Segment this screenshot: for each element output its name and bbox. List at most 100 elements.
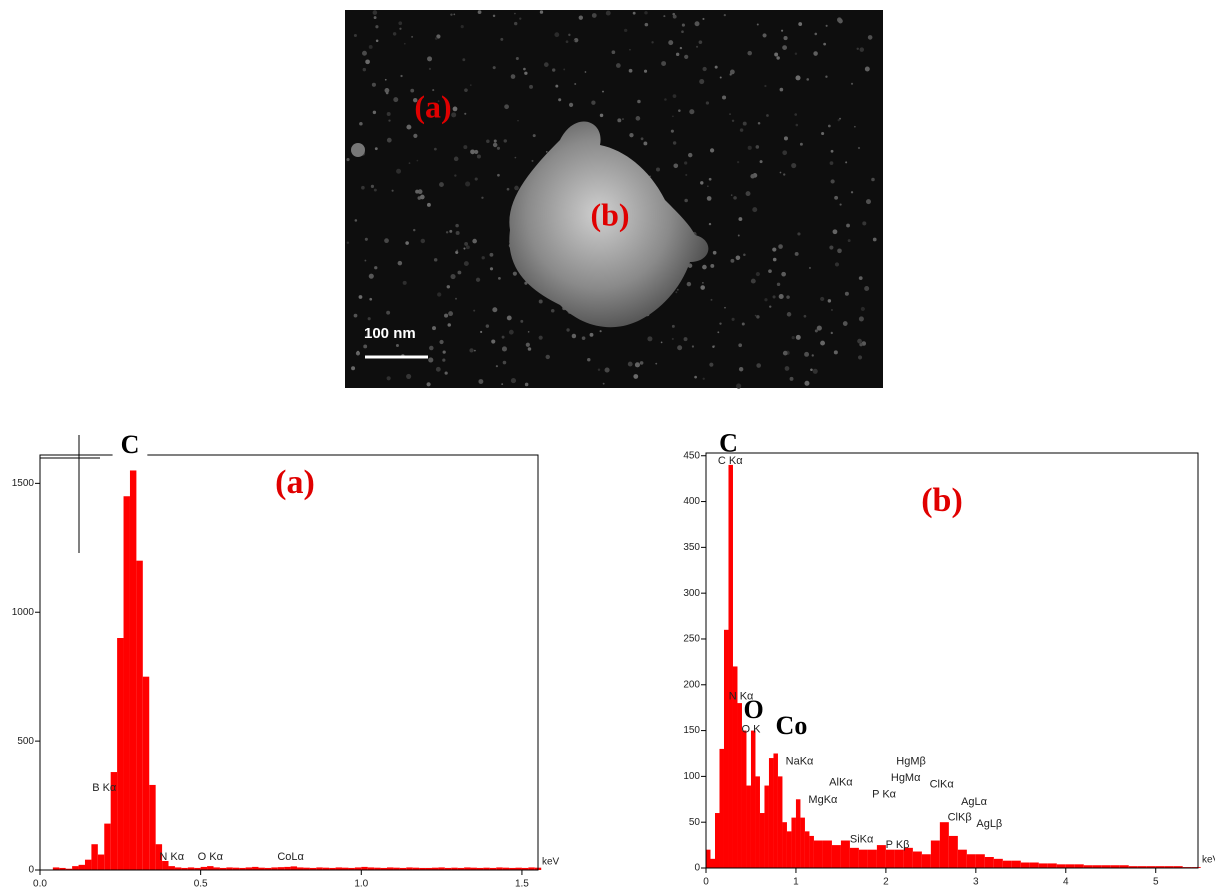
- spectrum-bar: [200, 866, 208, 870]
- spectrum-bar: [764, 785, 769, 868]
- spectrum-bar: [1155, 866, 1165, 868]
- x-tick-label: 1.0: [354, 879, 368, 890]
- spectrum-bar: [1146, 866, 1156, 868]
- peak-label: MgKα: [808, 794, 838, 806]
- spectrum-bar: [65, 868, 73, 870]
- spectrum-chart: 0 500 1000 1500 0.0 0.5 1.0 1.5 keV B Kα N Kα O Kα C…: [12, 430, 560, 890]
- spectrum-bar: [149, 784, 156, 870]
- x-tick-label: 5: [1153, 877, 1159, 888]
- spectrum-bar: [1164, 866, 1174, 868]
- y-tick-label: 200: [683, 679, 700, 690]
- spectrum-bar: [264, 867, 272, 870]
- spectrum-bar: [489, 867, 497, 870]
- spectrum-bar: [1038, 863, 1048, 868]
- x-tick-label: 0: [703, 877, 709, 888]
- image-label: (b): [590, 196, 629, 232]
- spectrum-bar: [380, 867, 387, 870]
- spectrum-bar: [1074, 864, 1084, 868]
- spectrum-bar: [91, 844, 98, 870]
- spectrum-bar: [813, 840, 823, 868]
- spectrum-bar: [858, 849, 868, 868]
- spectrum-bar: [438, 867, 445, 870]
- y-tick-label: 50: [689, 817, 701, 828]
- peak-label: HgMα: [891, 772, 921, 784]
- label-bg: [112, 430, 148, 460]
- spectrum-bar: [894, 849, 904, 868]
- y-tick-label: 0: [694, 863, 700, 874]
- y-tick-label: 400: [683, 496, 700, 507]
- spectrum-bar: [840, 840, 850, 868]
- spectrum-bar: [719, 748, 724, 868]
- spectrum-bar: [117, 638, 124, 870]
- x-tick-label: 0.0: [33, 879, 47, 890]
- spectrum-bar: [528, 867, 535, 870]
- spectrum-bar: [187, 867, 195, 870]
- spectrum-bar: [502, 867, 510, 870]
- spectrum-bar: [957, 849, 967, 868]
- spectrum-bar: [795, 799, 801, 868]
- spectrum-bar: [406, 867, 413, 870]
- spectrum-bar: [386, 867, 394, 870]
- spectrum-bar: [174, 867, 182, 870]
- spectrum-bar: [284, 866, 291, 870]
- y-tick-label: 500: [17, 736, 34, 747]
- spectrum-bar: [939, 822, 949, 868]
- image-label: (a): [414, 88, 451, 124]
- spectrum-bar: [993, 858, 1003, 868]
- spectrum-bar: [348, 867, 355, 870]
- element-label: Co: [776, 711, 808, 740]
- spectrum-bar: [252, 866, 259, 870]
- spectrum-bar: [791, 817, 796, 868]
- x-tick-label: 2: [883, 877, 889, 888]
- spectrum-bar: [948, 835, 958, 868]
- peak-label: CoLα: [277, 851, 304, 863]
- spectrum-bar: [84, 859, 92, 870]
- spectrum-bar: [142, 676, 150, 870]
- y-tick-label: 250: [683, 634, 700, 645]
- spectrum-bar: [367, 867, 375, 870]
- peak-label: ClKβ: [948, 812, 972, 824]
- spectrum-bar: [849, 847, 859, 868]
- peak-label: O K: [741, 724, 761, 736]
- spectrum-bar: [457, 867, 465, 870]
- spectrum-bar: [431, 867, 439, 870]
- y-tick-label: 150: [683, 725, 700, 736]
- spectrum-bar: [1011, 860, 1021, 868]
- spectrum-bar: [104, 823, 111, 870]
- x-tick-label: 0.5: [194, 879, 208, 890]
- spectrum-bar: [476, 867, 484, 870]
- spectrum-bar: [1110, 865, 1120, 868]
- spectrum-bar: [72, 866, 79, 870]
- peak-label: B Kα: [92, 782, 117, 794]
- spectrum-bar: [1137, 866, 1147, 868]
- spectrum-bar: [393, 867, 400, 870]
- spectrum-bar: [800, 817, 805, 868]
- peak-label: N Kα: [159, 851, 184, 863]
- spectrum-bar: [97, 854, 105, 870]
- y-tick-label: 0: [28, 865, 34, 876]
- peak-label: AgLα: [961, 796, 988, 808]
- x-axis-unit: keV: [542, 857, 560, 868]
- spectrum-bar: [768, 758, 774, 868]
- spectrum-bar: [155, 844, 163, 870]
- spectrum-bar: [303, 867, 310, 870]
- spectrum-bar: [219, 867, 227, 870]
- spectrum-bar: [412, 867, 420, 870]
- spectrum-bar: [1020, 862, 1030, 868]
- spectrum-bar: [912, 851, 922, 868]
- spectrum-bar: [271, 867, 278, 870]
- x-axis-unit: keV: [1202, 855, 1215, 866]
- spectrum-bar: [1128, 866, 1138, 868]
- chart-title: (a): [275, 464, 315, 501]
- spectrum-bar: [732, 666, 738, 868]
- spectrum-bar: [181, 867, 188, 870]
- peak-label: C Kα: [718, 455, 743, 467]
- spectrum-bar: [290, 866, 298, 870]
- y-tick-label: 100: [683, 771, 700, 782]
- spectrum-bar: [728, 464, 733, 868]
- plot-frame: [39, 454, 539, 871]
- spectrum-bar: [804, 831, 810, 868]
- peak-label: AgLβ: [976, 818, 1002, 830]
- peak-label: P Kβ: [886, 839, 910, 851]
- spectrum-bar: [1083, 865, 1093, 868]
